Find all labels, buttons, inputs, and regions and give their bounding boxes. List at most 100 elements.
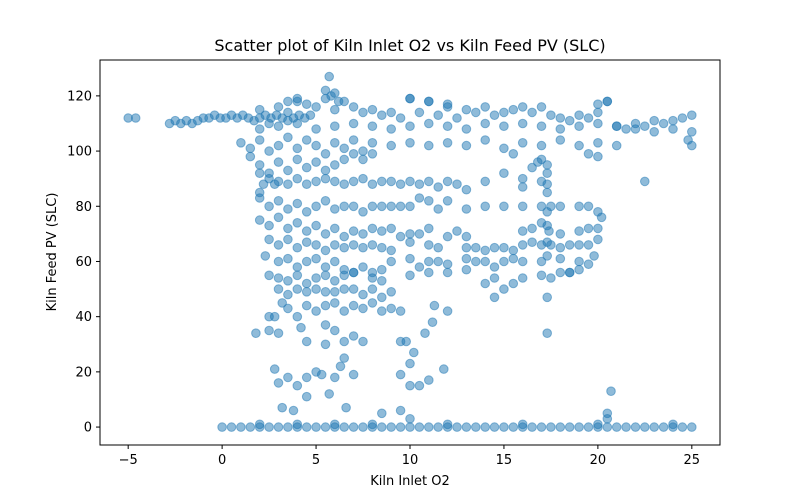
data-point: [284, 166, 293, 175]
data-point: [543, 329, 552, 338]
data-point: [490, 243, 499, 252]
data-point: [340, 155, 349, 164]
data-point: [349, 370, 358, 379]
data-point: [462, 254, 471, 263]
data-point: [340, 423, 349, 432]
data-point: [297, 323, 306, 332]
data-point: [509, 246, 518, 255]
data-point: [237, 139, 246, 148]
x-tick-label: 20: [590, 453, 607, 468]
data-point: [565, 268, 574, 277]
data-point: [425, 376, 434, 385]
data-point: [302, 238, 311, 247]
data-point: [425, 423, 434, 432]
data-point: [543, 161, 552, 170]
data-point: [312, 307, 321, 316]
data-point: [443, 268, 452, 277]
data-point: [481, 279, 490, 288]
data-point: [331, 277, 340, 286]
data-point: [518, 103, 527, 112]
data-point: [481, 202, 490, 211]
data-point: [425, 241, 434, 250]
data-point: [255, 136, 264, 145]
data-point: [378, 111, 387, 120]
data-point: [331, 224, 340, 233]
data-point: [274, 285, 283, 294]
data-point: [490, 274, 499, 283]
data-point: [387, 246, 396, 255]
data-point: [331, 326, 340, 335]
data-point: [443, 197, 452, 206]
data-point: [622, 423, 631, 432]
data-point: [688, 141, 697, 150]
data-point: [406, 122, 415, 131]
data-point: [312, 125, 321, 134]
data-point: [547, 202, 556, 211]
x-tick-label: 15: [496, 453, 513, 468]
data-point: [274, 379, 283, 388]
data-point: [500, 423, 509, 432]
data-point: [378, 265, 387, 274]
data-point: [396, 307, 405, 316]
data-point: [406, 202, 415, 211]
data-point: [368, 241, 377, 250]
data-point: [500, 144, 509, 153]
data-point: [293, 271, 302, 280]
data-point: [265, 235, 274, 244]
data-point: [274, 257, 283, 266]
data-point: [331, 241, 340, 250]
data-point: [387, 288, 396, 297]
data-point: [325, 72, 334, 81]
data-point: [312, 423, 321, 432]
data-point: [302, 257, 311, 266]
data-point: [349, 119, 358, 128]
data-point: [321, 301, 330, 310]
data-point: [342, 403, 351, 412]
data-point: [565, 423, 574, 432]
data-point: [669, 116, 678, 125]
data-point: [274, 329, 283, 338]
data-point: [528, 238, 537, 247]
data-point: [349, 332, 358, 341]
data-point: [368, 299, 377, 308]
data-point: [368, 150, 377, 159]
data-point: [293, 219, 302, 228]
data-point: [545, 227, 554, 236]
data-point: [378, 243, 387, 252]
data-point: [590, 252, 599, 261]
data-point: [594, 152, 603, 161]
data-point: [612, 423, 621, 432]
data-point: [349, 202, 358, 211]
data-point: [543, 188, 552, 197]
data-point: [306, 111, 315, 120]
data-point: [312, 221, 321, 230]
y-axis-label: Kiln Feed PV (SLC): [45, 193, 60, 312]
data-point: [406, 238, 415, 247]
data-point: [415, 263, 424, 272]
data-point: [321, 263, 330, 272]
data-point: [472, 257, 481, 266]
data-point: [274, 241, 283, 250]
data-point: [462, 141, 471, 150]
data-point: [594, 420, 603, 429]
data-point: [500, 202, 509, 211]
data-point: [584, 150, 593, 159]
data-point: [340, 243, 349, 252]
data-point: [518, 274, 527, 283]
data-point: [317, 370, 326, 379]
data-point: [428, 318, 437, 327]
data-point: [387, 202, 396, 211]
data-point: [349, 241, 358, 250]
data-point: [481, 103, 490, 112]
data-point: [255, 216, 264, 225]
data-point: [359, 243, 368, 252]
data-point: [631, 125, 640, 134]
data-point: [481, 257, 490, 266]
data-point: [641, 122, 650, 131]
data-point: [293, 94, 302, 103]
data-point: [575, 241, 584, 250]
data-point: [312, 103, 321, 112]
data-point: [302, 180, 311, 189]
data-point: [472, 423, 481, 432]
data-point: [584, 423, 593, 432]
